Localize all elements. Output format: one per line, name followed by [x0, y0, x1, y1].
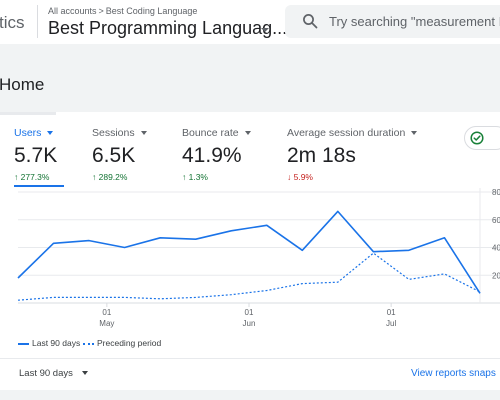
x-tick-label: Jun [243, 319, 256, 328]
metric-label-bounce-rate[interactable]: Bounce rate [182, 127, 251, 139]
x-tick-label: May [99, 319, 114, 328]
header-divider [37, 5, 38, 38]
metric-value-users: 5.7K [14, 144, 58, 167]
legend-label: Last 90 days [32, 338, 81, 348]
metric-label-sessions[interactable]: Sessions [92, 127, 147, 139]
metric-value-bounce-rate: 41.9% [182, 144, 242, 167]
chevron-down-icon [244, 131, 251, 136]
breadcrumb-all-accounts[interactable]: All accounts [48, 6, 97, 16]
legend-label: Preceding period [97, 338, 162, 348]
metric-value-avg-session-duration: 2m 18s [287, 144, 356, 167]
metric-value-sessions: 6.5K [92, 144, 136, 167]
property-name: Best Programming Languag... [48, 18, 288, 38]
metric-label-users[interactable]: Users [14, 127, 54, 139]
breadcrumb-account[interactable]: Best Coding Language [105, 6, 198, 16]
breadcrumb-separator: > [98, 6, 104, 16]
search-bar[interactable]: Try searching "measurement ID" [285, 5, 500, 38]
series-line-preceding-period [17, 252, 481, 301]
property-selector[interactable]: Best Programming Languag... [48, 18, 287, 40]
breadcrumb: All accounts > Best Coding Language [48, 6, 197, 16]
x-tick-label: Jul [386, 319, 396, 328]
card-divider [0, 358, 500, 359]
metric-change-bounce-rate: ↑ 1.3% [182, 172, 208, 182]
card-tab-edge [0, 112, 56, 115]
x-tick-label: 01 [387, 308, 396, 317]
y-tick-label: 80 [492, 188, 500, 197]
users-line-chart: 80 60 40 20 01 May 01 Jun 01 Jul [17, 188, 500, 328]
active-metric-indicator [14, 185, 64, 187]
search-icon [303, 14, 318, 29]
chevron-down-icon [261, 28, 269, 32]
y-tick-label: 40 [492, 244, 500, 253]
chevron-down-icon [81, 371, 88, 376]
date-range-selector[interactable]: Last 90 days [19, 368, 88, 379]
insights-status-button[interactable] [464, 126, 500, 150]
metric-change-users: ↑ 277.3% [14, 172, 50, 182]
legend-swatch-dotted [83, 343, 94, 345]
y-tick-label: 60 [492, 216, 500, 225]
x-tick-label: 01 [102, 308, 111, 317]
top-bar: tics All accounts > Best Coding Language B… [0, 0, 500, 44]
metric-change-sessions: ↑ 289.2% [92, 172, 128, 182]
metric-label-avg-session-duration[interactable]: Average session duration [287, 127, 418, 139]
metric-change-avg-session-duration: ↓ 5.9% [287, 172, 313, 182]
search-input[interactable]: Try searching "measurement ID" [329, 14, 500, 29]
x-tick-label: 01 [245, 308, 254, 317]
series-line-last-90-days [17, 210, 481, 294]
chevron-down-icon [411, 131, 418, 136]
overview-card: Users 5.7K ↑ 277.3% Sessions 6.5K ↑ 289.… [0, 112, 500, 390]
view-reports-link[interactable]: View reports snaps [411, 368, 496, 379]
chevron-down-icon [47, 131, 54, 136]
chevron-down-icon [140, 131, 147, 136]
legend-swatch-solid [18, 343, 29, 345]
page-title: Home [0, 75, 45, 94]
y-tick-label: 20 [492, 271, 500, 280]
check-circle-icon [470, 131, 484, 145]
app-name: tics [0, 13, 25, 32]
